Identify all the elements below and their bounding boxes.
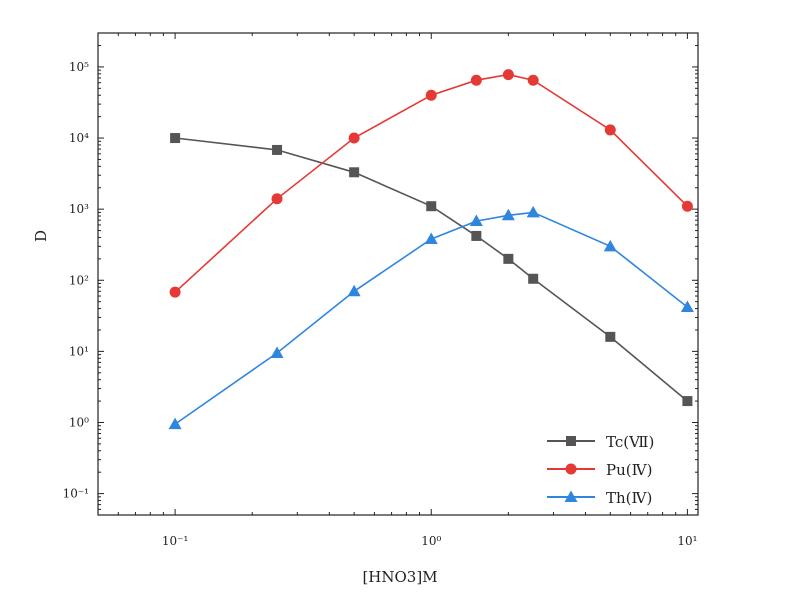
data-point-triangle bbox=[168, 417, 182, 430]
x-tick-label: 10⁻¹ bbox=[162, 534, 188, 548]
series-line-0 bbox=[175, 137, 688, 402]
legend-label-tc: Tc(Ⅶ) bbox=[606, 433, 654, 451]
data-point-square bbox=[503, 253, 514, 264]
data-point-square bbox=[349, 167, 360, 178]
legend-marker-th bbox=[564, 490, 578, 502]
y-tick-label: 10⁵ bbox=[69, 60, 89, 74]
data-point-square bbox=[471, 230, 482, 241]
data-point-triangle bbox=[424, 232, 438, 245]
legend-label-th: Th(Ⅳ) bbox=[606, 489, 652, 507]
y-tick-label: 10⁴ bbox=[69, 131, 89, 145]
data-point-circle bbox=[425, 89, 437, 101]
y-tick-label: 10⁰ bbox=[69, 415, 89, 429]
x-tick-label: 10¹ bbox=[677, 534, 697, 548]
data-point-circle bbox=[681, 200, 693, 212]
data-point-triangle bbox=[526, 205, 540, 218]
y-axis-label: D bbox=[32, 230, 50, 242]
data-point-square bbox=[170, 133, 181, 144]
y-tick-label: 10³ bbox=[69, 202, 89, 216]
data-point-circle bbox=[604, 124, 616, 136]
legend-marker-pu bbox=[565, 463, 577, 475]
data-point-triangle bbox=[469, 214, 483, 227]
y-tick-label: 10¹ bbox=[69, 344, 89, 358]
data-point-square bbox=[605, 331, 616, 342]
ticks-layer: 10⁻¹ 10⁰ 10¹ 10⁻¹ 10⁰ 10¹ 10² 10³ 10⁴ 10⁵ bbox=[63, 32, 698, 548]
legend-marker-tc bbox=[566, 436, 576, 446]
legend-item-pu: Pu(Ⅳ) bbox=[547, 461, 652, 479]
data-point-circle bbox=[169, 286, 181, 298]
legend-label-pu: Pu(Ⅳ) bbox=[606, 461, 652, 479]
data-point-square bbox=[528, 273, 539, 284]
data-point-triangle bbox=[347, 284, 361, 297]
series-layer bbox=[168, 69, 694, 430]
x-axis-label: [HNO3]M bbox=[362, 568, 437, 586]
legend: Tc(Ⅶ) Pu(Ⅳ) Th(Ⅳ) bbox=[547, 433, 654, 507]
data-point-square bbox=[272, 144, 283, 155]
x-tick-label: 10⁰ bbox=[421, 534, 441, 548]
legend-item-tc: Tc(Ⅶ) bbox=[547, 433, 654, 451]
plot-area-frame bbox=[97, 32, 699, 516]
data-point-circle bbox=[271, 193, 283, 205]
series-line-1 bbox=[174, 73, 688, 293]
data-point-square bbox=[426, 201, 437, 212]
data-point-triangle bbox=[501, 208, 515, 221]
data-point-circle bbox=[470, 74, 482, 86]
data-point-circle bbox=[527, 74, 539, 86]
y-tick-label: 10² bbox=[69, 273, 89, 287]
data-point-triangle bbox=[270, 346, 284, 358]
legend-item-th: Th(Ⅳ) bbox=[547, 489, 652, 507]
data-point-triangle bbox=[680, 300, 694, 313]
data-point-square bbox=[682, 396, 693, 407]
data-point-circle bbox=[348, 132, 360, 144]
data-point-triangle bbox=[603, 239, 617, 252]
data-point-circle bbox=[502, 69, 514, 81]
y-tick-label: 10⁻¹ bbox=[63, 487, 89, 501]
